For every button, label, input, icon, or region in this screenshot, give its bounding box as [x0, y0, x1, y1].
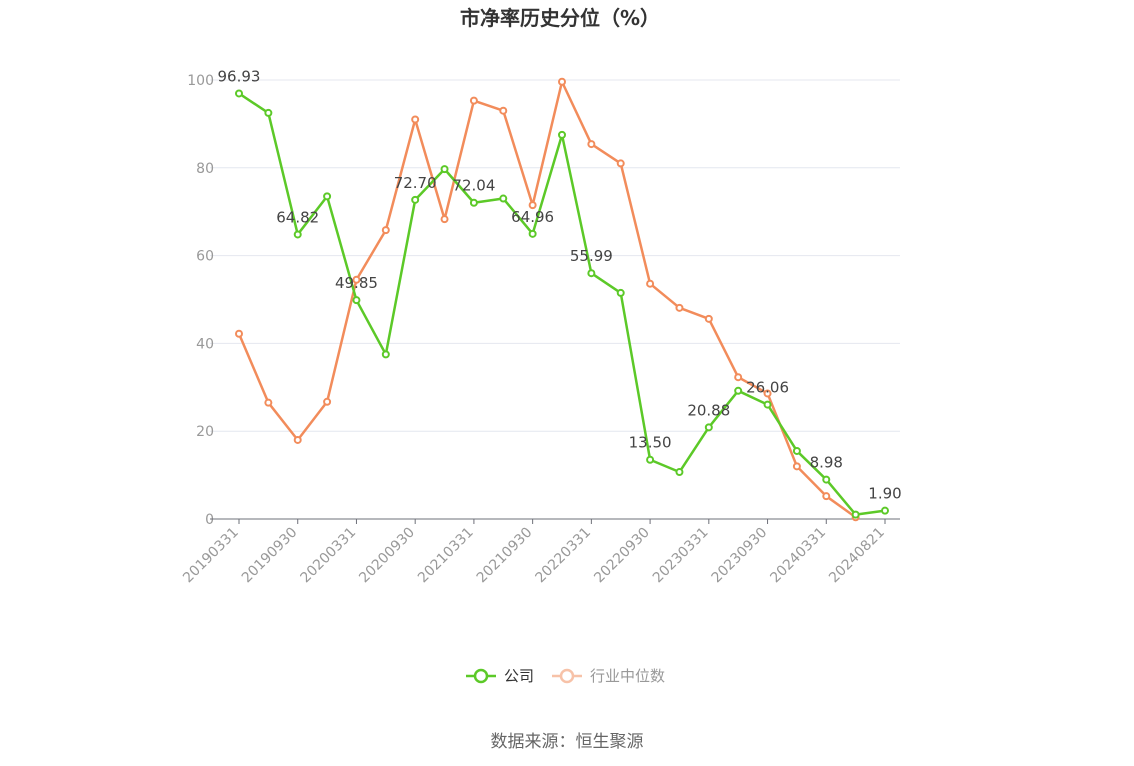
data-point: [822, 475, 831, 484]
y-tick-label: 0: [205, 512, 214, 528]
x-tick-label: 20190930: [239, 525, 301, 587]
legend-marker: [559, 668, 575, 684]
data-point: [499, 106, 508, 115]
series-layer: [235, 77, 889, 522]
data-label: 1.90: [868, 485, 901, 503]
x-tick-label: 20230930: [709, 525, 771, 587]
grid-layer: [210, 79, 900, 432]
data-point: [235, 329, 243, 338]
data-label: 64.82: [276, 208, 319, 226]
data-label: 64.96: [511, 208, 554, 226]
data-point: [763, 389, 772, 398]
data-label: 26.06: [746, 379, 789, 397]
data-point: [381, 350, 390, 359]
x-tick-label: 20200331: [298, 525, 360, 587]
data-point: [323, 397, 332, 406]
data-point: [646, 455, 655, 464]
data-point: [851, 510, 860, 519]
series-line: [238, 92, 886, 516]
data-label: 20.88: [687, 401, 730, 419]
data-point: [881, 506, 889, 515]
data-point: [734, 373, 743, 382]
axis-layer: 0 20 40 60 80 100 2019033120190930202003312020…: [180, 73, 900, 586]
legend-label: 公司: [504, 667, 534, 685]
data-point: [704, 314, 713, 323]
data-point: [822, 492, 831, 501]
data-point: [352, 275, 361, 284]
x-tick-label: 20240331: [767, 525, 829, 587]
x-tick-label: 20210930: [474, 525, 536, 587]
y-tick-label: 20: [196, 424, 214, 440]
data-point: [734, 386, 743, 395]
data-point: [440, 165, 449, 174]
data-point: [323, 192, 332, 201]
y-tick-label: 40: [196, 336, 214, 352]
data-label: 8.98: [810, 454, 843, 472]
data-point: [235, 89, 243, 98]
data-label: 49.85: [335, 274, 378, 292]
data-point: [469, 198, 478, 207]
data-point: [675, 468, 684, 477]
legend: 公司 行业中位数: [466, 667, 665, 685]
data-point: [352, 296, 361, 305]
data-point: [293, 435, 302, 444]
x-tick-label: 20220331: [532, 525, 594, 587]
y-tick-label: 80: [196, 161, 214, 177]
x-tick-label: 20220930: [591, 525, 653, 587]
data-point: [558, 77, 566, 86]
y-tick-label: 60: [196, 249, 214, 265]
data-point: [792, 446, 801, 455]
data-point: [704, 423, 713, 432]
source-note: 数据来源：恒生聚源: [491, 732, 644, 752]
data-point: [411, 195, 420, 204]
data-point: [646, 279, 655, 288]
legend-item: 公司: [466, 667, 534, 685]
x-tick-label: 20210331: [415, 525, 477, 587]
data-label: 55.99: [570, 247, 613, 265]
series-line: [237, 80, 857, 519]
data-point: [587, 140, 596, 149]
data-point: [264, 398, 273, 407]
data-point: [587, 269, 596, 278]
data-point: [558, 130, 566, 139]
data-point: [499, 194, 508, 203]
data-label: 96.93: [218, 67, 261, 85]
x-tick-label: 20190331: [180, 525, 242, 587]
data-point: [616, 159, 625, 168]
data-point: [264, 108, 273, 117]
x-tick-label: 20240821: [826, 525, 888, 587]
legend-marker: [473, 668, 489, 684]
data-point: [763, 400, 772, 409]
data-point: [440, 215, 449, 224]
chart-title: 市净率历史分位（%）: [460, 6, 660, 30]
data-point: [469, 96, 478, 105]
data-point: [411, 115, 420, 124]
legend-label: 行业中位数: [590, 667, 665, 685]
data-label: 13.50: [629, 434, 672, 452]
data-point: [528, 201, 537, 210]
legend-item: 行业中位数: [552, 667, 665, 685]
data-point: [293, 230, 302, 239]
data-label: 72.70: [394, 174, 437, 192]
data-label: 72.04: [452, 177, 495, 195]
data-point: [528, 229, 537, 238]
x-tick-label: 20200930: [356, 525, 418, 587]
data-point: [792, 462, 801, 471]
data-point: [675, 303, 684, 312]
y-tick-label: 100: [187, 73, 214, 89]
data-label-layer: 96.93 64.82 49.85 72.70 72.04 64.96 55.99 13.50…: [218, 67, 902, 502]
x-tick-label: 20230331: [650, 525, 712, 587]
data-point: [616, 288, 625, 297]
data-point: [381, 226, 390, 235]
